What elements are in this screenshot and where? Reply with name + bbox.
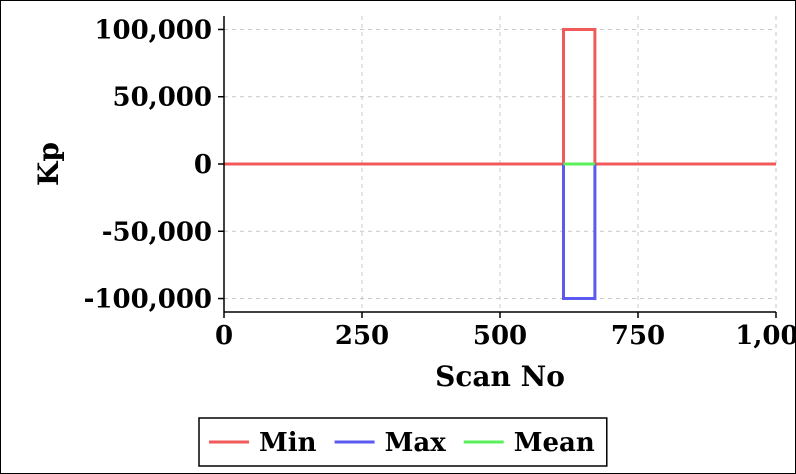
y-tick-label: 0 — [194, 150, 212, 180]
tick-labels: 0 250 500 750 1,000 100,000 50,000 0 -50,000 -100… — [84, 15, 796, 351]
x-tick-label: 0 — [215, 321, 233, 351]
x-tick-label: 1,000 — [735, 321, 796, 351]
series-line-max — [562, 164, 597, 300]
x-axis-title: Scan No — [435, 360, 565, 393]
y-axis-title: Kp — [32, 142, 65, 186]
y-tick-label: -50,000 — [102, 217, 212, 247]
series-line-min — [224, 28, 776, 166]
legend-label-min: Min — [259, 428, 317, 458]
y-tick-label: 100,000 — [94, 15, 212, 45]
y-tick-label: -100,000 — [84, 285, 212, 315]
series-lines — [224, 28, 776, 300]
legend: Min Max Mean — [198, 417, 608, 467]
x-tick-label: 500 — [473, 321, 527, 351]
legend-box — [198, 417, 608, 467]
legend-label-mean: Mean — [514, 428, 595, 458]
legend-label-max: Max — [385, 428, 447, 458]
y-tick-label: 50,000 — [112, 83, 212, 113]
axes — [218, 16, 777, 318]
x-tick-label: 250 — [335, 321, 389, 351]
x-tick-label: 750 — [611, 321, 665, 351]
